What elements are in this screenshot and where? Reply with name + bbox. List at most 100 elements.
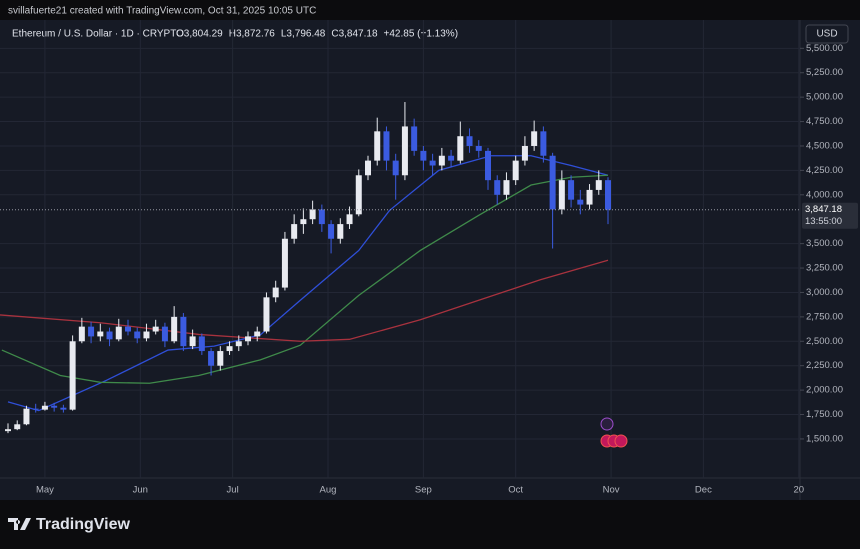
brand: TradingView [36, 516, 131, 533]
symbol: Ethereum / U.S. Dollar · 1D · CRYPTO [12, 29, 184, 40]
candle-body [152, 326, 159, 332]
candle-body [272, 287, 279, 298]
event-icon[interactable] [600, 417, 614, 431]
candle-body [540, 131, 547, 156]
currency[interactable]: USD [816, 29, 837, 40]
candle-body [78, 326, 85, 342]
candle-body [383, 131, 390, 161]
chart-panel [0, 20, 860, 500]
candle-body [457, 136, 464, 161]
credit: svillafuerte21 created with TradingView.… [8, 6, 316, 17]
candle-body [115, 326, 122, 340]
brand-logo [8, 518, 31, 530]
y-tick-label: 2,500.00 [806, 336, 843, 347]
moving-average [1, 174, 609, 384]
candle-body [512, 160, 519, 181]
candle-body [23, 408, 30, 425]
ohlc-readout: O3,804.29 H3,872.76 L3,796.48 C3,847.18 +42.… [176, 29, 458, 40]
candle-body [106, 331, 113, 340]
currency-box[interactable] [805, 24, 849, 44]
y-tick-label: 2,750.00 [806, 311, 843, 322]
candle-body [208, 351, 215, 366]
candle-body [189, 336, 196, 347]
candle-body [97, 331, 104, 337]
candle-body [32, 408, 39, 410]
candle-body [531, 131, 538, 146]
candle-body [392, 160, 399, 176]
candle-body [346, 214, 353, 225]
candle-body [401, 126, 408, 176]
candle-body [337, 224, 344, 239]
candle-body [438, 155, 445, 166]
candle-body [14, 424, 21, 430]
x-tick-label: Jul [227, 485, 239, 496]
x-tick-label: Dec [695, 485, 712, 496]
ohlc-value: O3,804.29 [176, 29, 223, 40]
candle-body [69, 341, 76, 410]
candle-body [586, 189, 593, 205]
candle-body [60, 407, 67, 410]
candle-body [88, 326, 95, 337]
countdown: 13:55:00 [805, 216, 842, 227]
candle-body [245, 336, 251, 342]
candle-body [281, 238, 288, 288]
y-tick-label: 4,500.00 [806, 140, 843, 151]
candle-body [605, 180, 611, 210]
x-tick-label: Oct [508, 485, 523, 496]
y-tick-label: 5,500.00 [806, 43, 843, 54]
y-tick-label: 4,250.00 [806, 165, 843, 176]
candle-body [51, 405, 58, 408]
event-icon[interactable] [614, 434, 628, 448]
candle-body [318, 209, 325, 225]
last-price-label: 3,847.18 [805, 204, 842, 215]
x-tick-label: Sep [415, 485, 432, 496]
candle-body [485, 150, 491, 181]
candle-body [448, 155, 455, 161]
y-tick-label: 5,250.00 [806, 67, 843, 78]
candle-body [429, 160, 436, 166]
candle-body [217, 351, 224, 366]
candle-body [235, 341, 242, 347]
ohlc-value: L3,796.48 [281, 29, 326, 40]
y-tick-label: 3,000.00 [806, 287, 843, 298]
moving-average [0, 259, 609, 342]
ohlc-value: C3,847.18 [331, 29, 378, 40]
candle-body [254, 331, 261, 337]
y-tick-label: 2,250.00 [806, 360, 843, 371]
candle-body [171, 316, 178, 342]
y-tick-label: 1,750.00 [806, 409, 843, 420]
candle-body [466, 136, 473, 146]
candle-body [549, 155, 556, 210]
y-tick-label: 4,750.00 [806, 116, 843, 127]
y-tick-label: 3,500.00 [806, 238, 843, 249]
candle-body [161, 326, 168, 342]
candle-body [420, 150, 427, 161]
candle-body [134, 331, 141, 339]
y-tick-label: 4,000.00 [806, 189, 843, 200]
candle-body [503, 180, 510, 195]
x-tick-label: Jun [133, 485, 148, 496]
candle-body [521, 145, 528, 161]
candle-body [125, 326, 131, 332]
candle-body [41, 405, 48, 410]
y-tick-label: 1,500.00 [806, 433, 843, 444]
candle-body [595, 180, 602, 190]
candle-body [328, 224, 335, 239]
candle-body [263, 297, 270, 332]
candle-body [577, 199, 584, 205]
candle-body [355, 175, 362, 215]
candle-body [558, 180, 565, 210]
candle-body [475, 145, 482, 151]
candle-body [494, 180, 501, 195]
y-tick-label: 3,250.00 [806, 263, 843, 274]
x-tick-label: 20 [793, 485, 804, 496]
ohlc-value: +42.85 (+1.13%) [384, 29, 459, 40]
candle-body [300, 219, 307, 225]
candle-body [309, 209, 316, 220]
ohlc-value: H3,872.76 [229, 29, 276, 40]
candle-body [365, 160, 371, 176]
x-tick-label: May [36, 485, 54, 496]
last-price-tag [802, 202, 858, 229]
y-tick-label: 2,000.00 [806, 385, 843, 396]
candle-body [226, 346, 233, 352]
